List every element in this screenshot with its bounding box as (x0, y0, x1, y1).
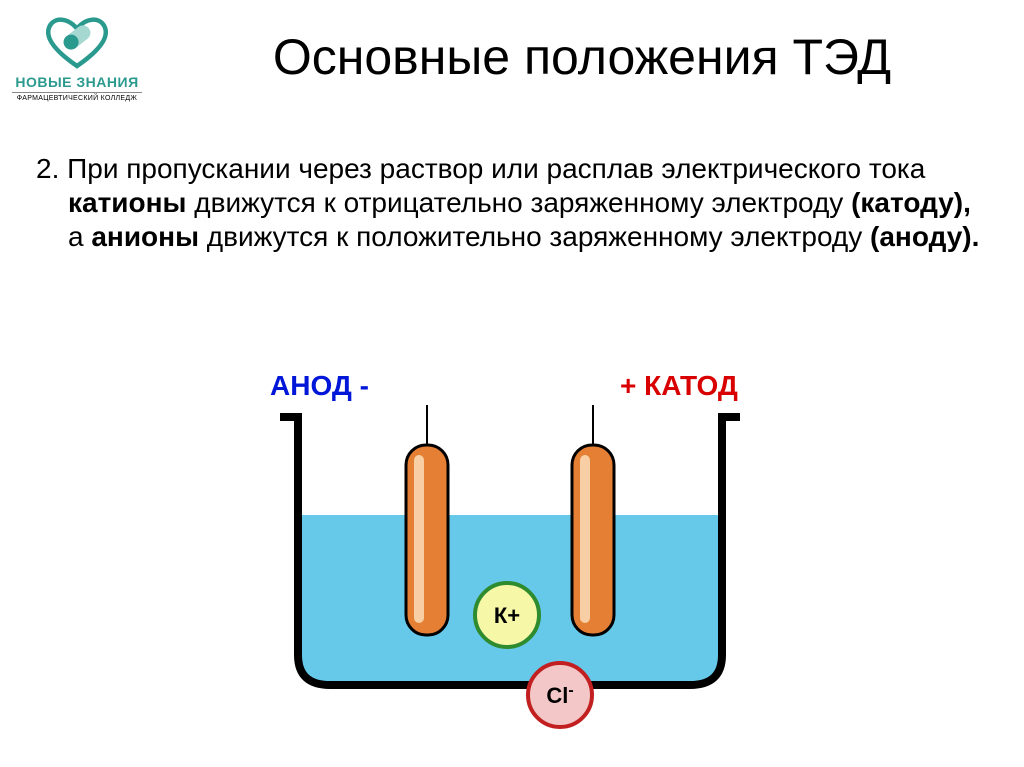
para-bold2: (катоду), (851, 187, 971, 218)
anion-sup: - (568, 682, 573, 699)
page-title: Основные положения ТЭД (160, 28, 1004, 86)
logo-line2: ФАРМАЦЕВТИЧЕСКИЙ КОЛЛЕДЖ (12, 92, 142, 102)
body-paragraph: 2. При пропускании через раствор или рас… (36, 152, 984, 254)
cation-label: К+ (494, 603, 520, 628)
logo-line1: НОВЫЕ ЗНАНИЯ (12, 74, 142, 90)
cation-ion: К+ (475, 583, 539, 647)
para-mid1: движутся к отрицательно заряженному элек… (186, 187, 851, 218)
anion-ion: Cl- (528, 663, 592, 727)
para-bold1: катионы (68, 187, 186, 218)
left-electrode (406, 405, 448, 635)
electrolysis-diagram: К+ Cl- (280, 405, 740, 745)
para-mid3: движутся к положительно заряженному элек… (199, 221, 870, 252)
anion-label: Cl (546, 683, 568, 708)
logo: НОВЫЕ ЗНАНИЯ ФАРМАЦЕВТИЧЕСКИЙ КОЛЛЕДЖ (12, 12, 142, 102)
para-bold3: анионы (91, 221, 199, 252)
anode-label: АНОД - (270, 370, 369, 402)
right-electrode (572, 405, 614, 635)
cathode-label: + КАТОД (620, 370, 738, 402)
para-bold4: (аноду). (870, 221, 979, 252)
para-prefix: 2. При пропускании через раствор или рас… (36, 153, 925, 184)
para-mid2: а (68, 221, 91, 252)
heart-pill-icon (37, 12, 117, 72)
